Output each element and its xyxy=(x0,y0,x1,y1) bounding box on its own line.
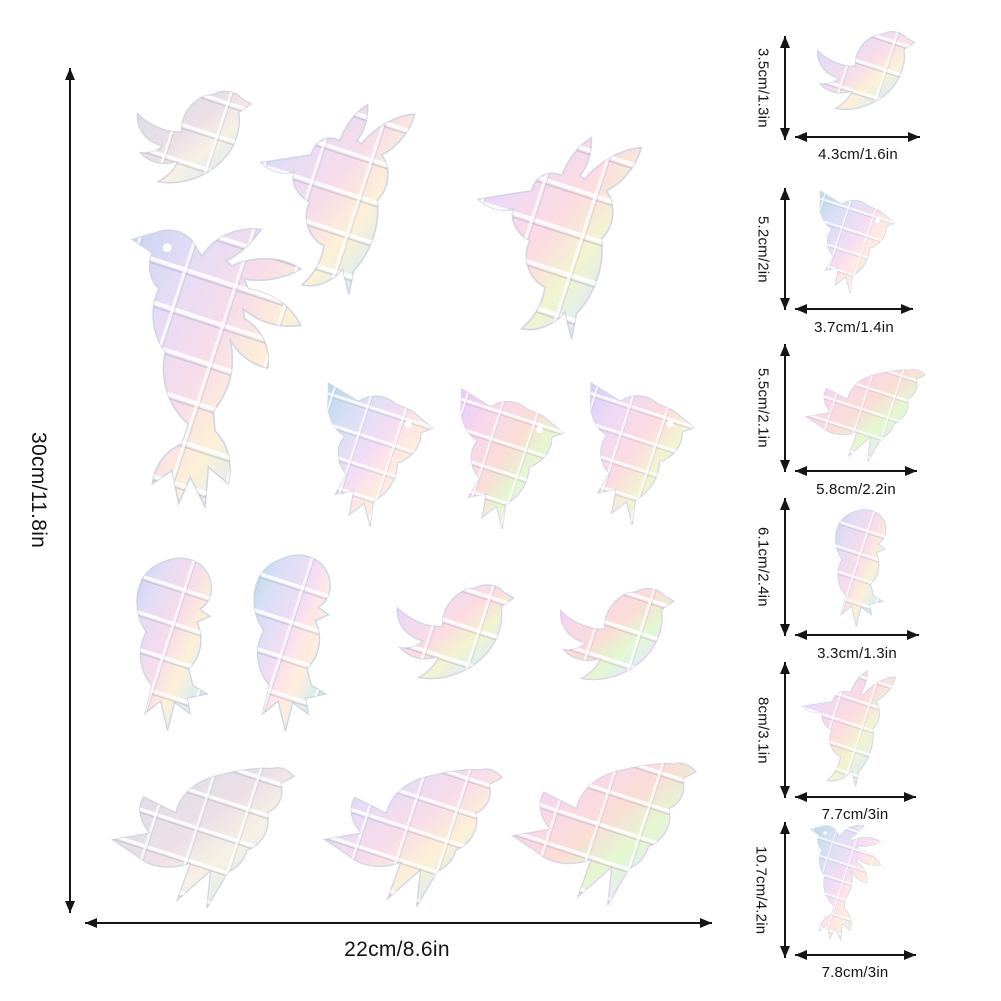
sheet-width-arrow xyxy=(85,917,712,928)
sticker-hummingbird-2 xyxy=(460,136,698,352)
size-item-bird-parrot xyxy=(826,506,898,632)
item4-height-label: 6.1cm/2.4in xyxy=(754,527,772,607)
item5-height-arrow xyxy=(779,662,790,798)
item5-width-arrow xyxy=(795,791,916,802)
item5-width-label: 7.7cm/3in xyxy=(821,806,889,823)
item6-height-arrow xyxy=(779,822,790,958)
sticker-parrot-2 xyxy=(240,550,348,740)
item1-width-arrow xyxy=(795,131,920,142)
sticker-swallow-3 xyxy=(510,733,700,921)
size-item-bird-sparrow xyxy=(806,186,904,306)
item4-width-arrow xyxy=(795,629,919,640)
size-item-bird-dove xyxy=(792,824,898,954)
item2-width-label: 3.7cm/1.4in xyxy=(814,319,894,336)
sticker-swallow-2 xyxy=(322,740,506,922)
item1-height-arrow xyxy=(779,36,790,140)
item2-width-arrow xyxy=(795,303,913,314)
item3-height-label: 5.5cm/2.1in xyxy=(754,368,772,448)
sheet-width-label: 22cm/8.6in xyxy=(344,938,450,961)
item6-width-label: 7.8cm/3in xyxy=(821,964,889,981)
sticker-twitter-bird-2 xyxy=(376,578,518,706)
item4-width-label: 3.3cm/1.3in xyxy=(817,645,897,662)
item2-height-arrow xyxy=(779,188,790,310)
item3-width-label: 5.8cm/2.2in xyxy=(816,481,896,498)
size-item-bird-swallow xyxy=(804,356,928,466)
sticker-twitter-bird-1 xyxy=(116,86,256,208)
sticker-sparrow-2 xyxy=(450,382,568,546)
size-item-bird-twitter xyxy=(800,26,918,132)
item5-height-label: 8cm/3.1in xyxy=(754,696,772,764)
sticker-twitter-bird-3 xyxy=(540,583,678,705)
sticker-parrot-1 xyxy=(120,553,232,739)
sticker-sparrow-3 xyxy=(580,376,698,542)
item6-width-arrow xyxy=(795,949,916,960)
item1-height-label: 3.5cm/1.3in xyxy=(754,48,772,128)
size-item-bird-hummingbird xyxy=(796,670,924,794)
item3-height-arrow xyxy=(779,344,790,472)
sticker-sparrow-1 xyxy=(316,376,438,544)
item2-height-label: 5.2cm/2in xyxy=(754,215,772,283)
item6-height-label: 10.7cm/4.2in xyxy=(752,845,770,935)
sheet-height-label: 30cm/11.8in xyxy=(27,432,50,549)
sheet-height-arrow xyxy=(64,68,75,913)
item1-width-label: 4.3cm/1.6in xyxy=(818,146,898,163)
item4-height-arrow xyxy=(779,498,790,636)
sticker-dove xyxy=(116,222,314,544)
sticker-swallow-1 xyxy=(110,740,298,922)
item3-width-arrow xyxy=(795,465,917,476)
